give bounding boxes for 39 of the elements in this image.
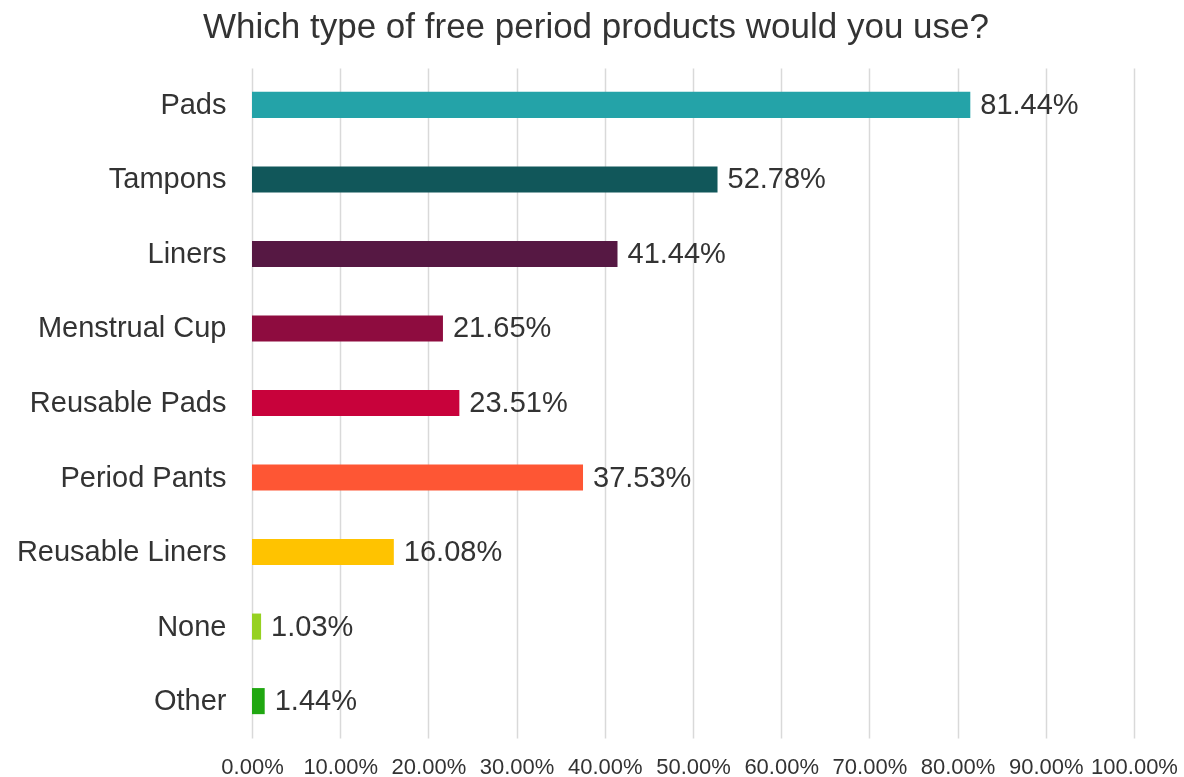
data-label: 1.44% [274,684,357,717]
x-tick-label: 80.00% [920,753,996,777]
y-tick-label: Menstrual Cup [37,311,227,344]
x-tick-label: 30.00% [479,753,555,777]
bar [252,240,618,267]
y-tick-label: Reusable Liners [16,535,227,568]
data-label: 52.78% [727,162,826,195]
y-tick-label: Pads [160,87,227,120]
bar [252,389,460,417]
data-label: 81.44% [980,87,1079,120]
y-tick-label: Other [153,684,227,717]
x-tick-label: 40.00% [567,753,643,777]
y-tick-label: Tampons [108,162,227,195]
y-tick-label: Period Pants [60,460,227,493]
x-tick-label: 60.00% [744,753,820,777]
data-label: 37.53% [593,460,692,493]
data-label: 16.08% [403,535,503,568]
x-tick-label: 90.00% [1008,753,1084,777]
bar [252,315,443,342]
data-label: 1.03% [271,609,354,642]
bar [252,539,394,566]
x-tick-label: 100.00% [1091,753,1178,777]
data-label: 41.44% [627,236,726,269]
x-tick-label: 0.00% [221,753,284,777]
data-label: 23.51% [469,386,568,418]
bar [252,613,262,640]
bar [252,464,584,491]
bar [252,688,265,715]
x-tick-label: 50.00% [656,753,731,777]
bar [252,166,718,193]
y-tick-label: Liners [147,236,227,269]
chart-title: Which type of free period products would you use? [203,6,989,45]
bar [252,91,971,118]
x-tick-label: 10.00% [303,753,379,777]
x-tick-label: 20.00% [391,753,467,777]
data-label: 21.65% [452,311,552,344]
x-tick-label: 70.00% [832,753,908,777]
y-tick-label: Reusable Pads [29,386,227,418]
y-tick-label: None [157,609,227,642]
